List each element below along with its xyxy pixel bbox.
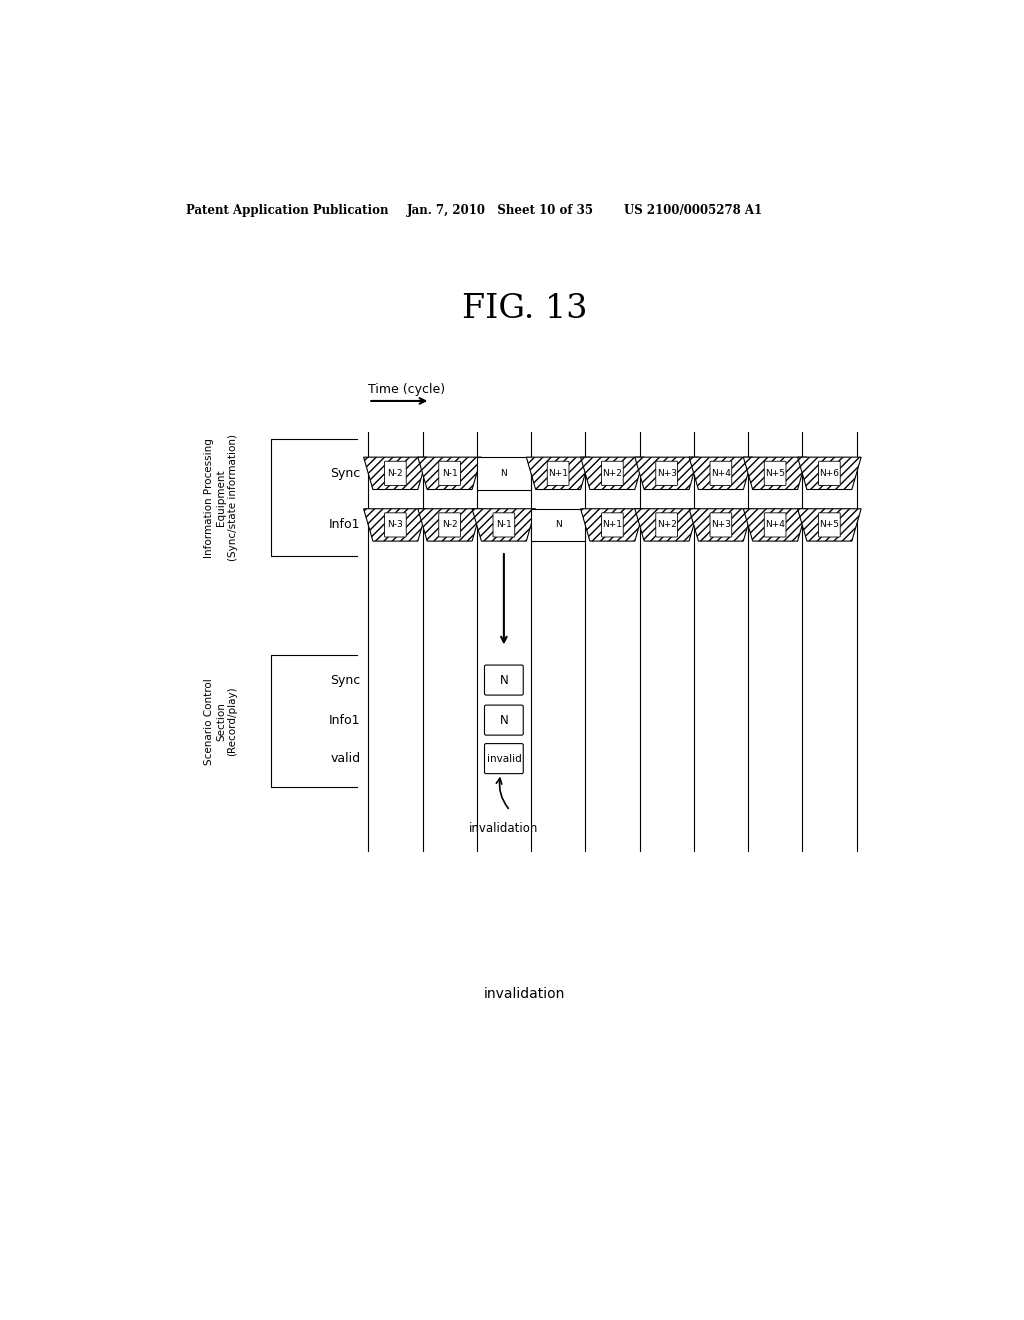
Text: N-3: N-3 (387, 520, 403, 529)
Text: N-1: N-1 (441, 469, 458, 478)
FancyBboxPatch shape (764, 513, 786, 537)
FancyBboxPatch shape (655, 461, 678, 486)
Text: invalidation: invalidation (469, 822, 539, 836)
Bar (477, 457, 531, 490)
Text: invalid: invalid (486, 754, 521, 763)
Text: N: N (500, 714, 508, 726)
Text: N+3: N+3 (656, 469, 677, 478)
FancyBboxPatch shape (484, 743, 523, 774)
Bar (531, 508, 586, 541)
Polygon shape (472, 508, 536, 541)
FancyBboxPatch shape (438, 513, 461, 537)
Text: N: N (500, 673, 508, 686)
Polygon shape (689, 508, 753, 541)
Polygon shape (581, 508, 644, 541)
Polygon shape (743, 457, 807, 490)
FancyBboxPatch shape (484, 705, 523, 735)
FancyBboxPatch shape (818, 513, 841, 537)
Text: N-2: N-2 (387, 469, 403, 478)
Polygon shape (581, 457, 644, 490)
FancyBboxPatch shape (484, 665, 523, 696)
Text: Time (cycle): Time (cycle) (369, 383, 445, 396)
FancyBboxPatch shape (655, 513, 678, 537)
Text: N+5: N+5 (819, 520, 840, 529)
Text: Information Processing
Equipment
(Sync/state information): Information Processing Equipment (Sync/s… (205, 434, 238, 561)
Polygon shape (635, 508, 698, 541)
Text: N+6: N+6 (819, 469, 840, 478)
Text: Jan. 7, 2010   Sheet 10 of 35: Jan. 7, 2010 Sheet 10 of 35 (407, 205, 594, 218)
FancyBboxPatch shape (710, 461, 732, 486)
Text: N+1: N+1 (602, 520, 623, 529)
FancyBboxPatch shape (601, 461, 624, 486)
Text: valid: valid (331, 752, 360, 766)
Text: N+2: N+2 (656, 520, 677, 529)
Text: N+4: N+4 (765, 520, 785, 529)
Text: N-2: N-2 (441, 520, 458, 529)
Text: Patent Application Publication: Patent Application Publication (186, 205, 389, 218)
Text: invalidation: invalidation (484, 987, 565, 1001)
Text: Info1: Info1 (329, 714, 360, 726)
Text: N+5: N+5 (765, 469, 785, 478)
Polygon shape (364, 508, 427, 541)
FancyBboxPatch shape (818, 461, 841, 486)
FancyBboxPatch shape (385, 513, 407, 537)
Text: N+4: N+4 (711, 469, 731, 478)
FancyBboxPatch shape (710, 513, 732, 537)
Polygon shape (526, 457, 590, 490)
FancyBboxPatch shape (385, 461, 407, 486)
Text: N+2: N+2 (602, 469, 623, 478)
Polygon shape (689, 457, 753, 490)
Text: FIG. 13: FIG. 13 (462, 293, 588, 325)
Polygon shape (635, 457, 698, 490)
Text: N-1: N-1 (496, 520, 512, 529)
Text: N+1: N+1 (548, 469, 568, 478)
FancyBboxPatch shape (601, 513, 624, 537)
FancyBboxPatch shape (438, 461, 461, 486)
Text: US 2100/0005278 A1: US 2100/0005278 A1 (624, 205, 762, 218)
Polygon shape (418, 457, 481, 490)
Text: Scenario Control
Section
(Record/play): Scenario Control Section (Record/play) (205, 678, 238, 764)
FancyBboxPatch shape (547, 461, 569, 486)
Text: Info1: Info1 (329, 519, 360, 532)
FancyBboxPatch shape (764, 461, 786, 486)
Text: N+3: N+3 (711, 520, 731, 529)
Polygon shape (364, 457, 427, 490)
Text: N: N (501, 469, 507, 478)
Polygon shape (798, 457, 861, 490)
Polygon shape (798, 508, 861, 541)
FancyBboxPatch shape (493, 513, 515, 537)
Text: Sync: Sync (331, 467, 360, 480)
Polygon shape (418, 508, 481, 541)
Polygon shape (743, 508, 807, 541)
Text: N: N (555, 520, 561, 529)
Text: Sync: Sync (331, 673, 360, 686)
